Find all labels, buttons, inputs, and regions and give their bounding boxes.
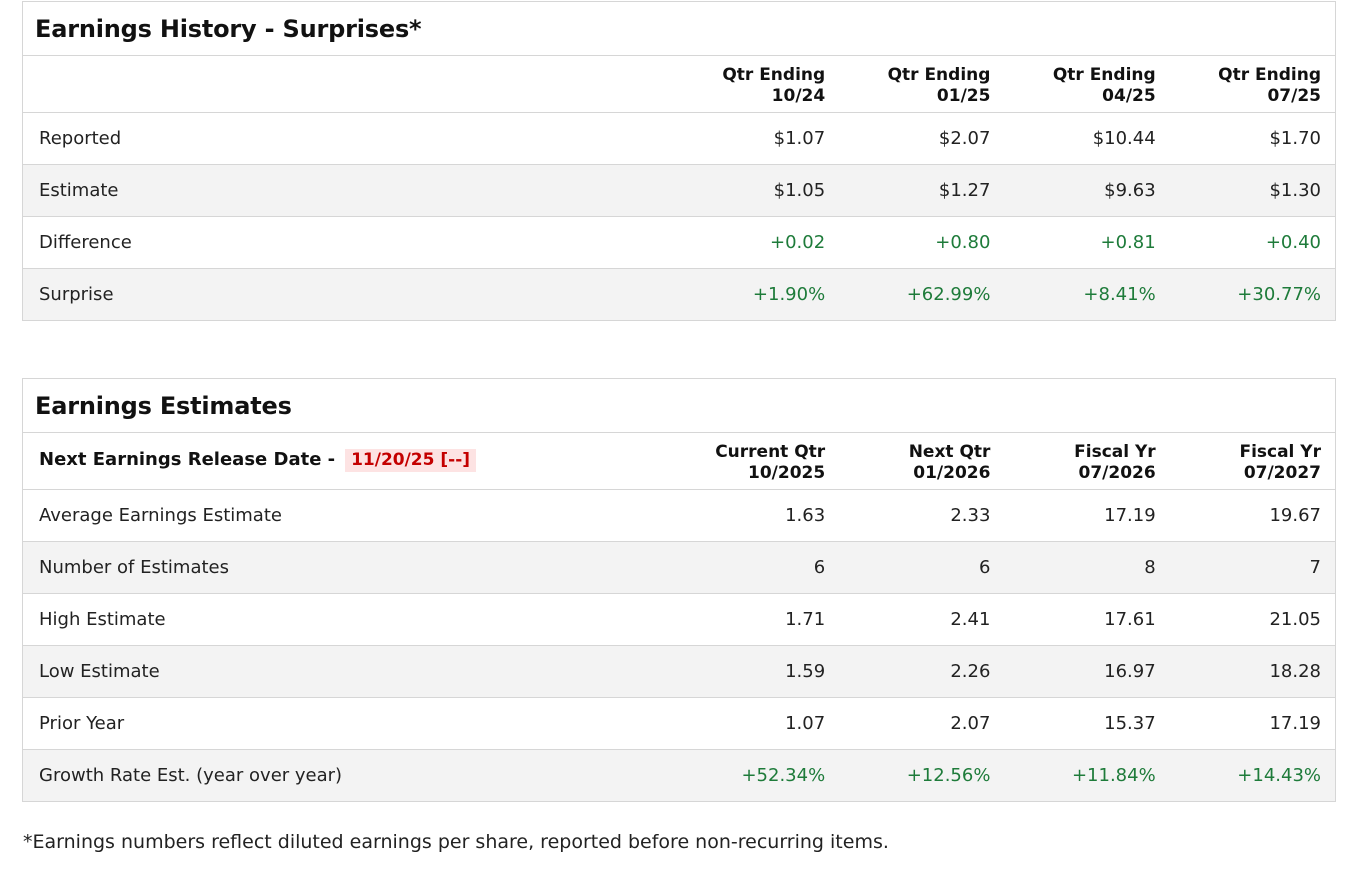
- table-header-row: Next Earnings Release Date - 11/20/25 [-…: [23, 433, 1335, 490]
- table-row-estimate: Estimate $1.05 $1.27 $9.63 $1.30: [23, 164, 1335, 217]
- table-row-prior-year: Prior Year 1.07 2.07 15.37 17.19: [23, 697, 1335, 750]
- table-cell: 17.19: [1004, 489, 1170, 542]
- table-cell: 1.63: [673, 489, 840, 542]
- table-cell: 2.07: [839, 697, 1005, 750]
- table-header-row: Qtr Ending 10/24 Qtr Ending 01/25 Qtr Endi…: [23, 56, 1335, 113]
- table-cell: 19.67: [1169, 489, 1335, 542]
- table-cell: $1.30: [1169, 164, 1335, 217]
- table-row-growth-rate: Growth Rate Est. (year over year) +52.34…: [23, 749, 1335, 801]
- column-header-qtr-3: Qtr Ending 04/25: [1004, 56, 1170, 113]
- table-cell: +14.43%: [1237, 764, 1321, 786]
- table-cell: 2.33: [839, 489, 1005, 542]
- column-header-fiscal-yr-2: Fiscal Yr 07/2027: [1169, 433, 1335, 490]
- table-cell: +0.81: [1004, 216, 1170, 269]
- table-cell: 17.19: [1169, 697, 1335, 750]
- table-cell: +12.56%: [906, 764, 991, 786]
- table-row-surprise: Surprise +1.90% +62.99% +8.41% +30.77%: [23, 268, 1335, 320]
- table-row-low-estimate: Low Estimate 1.59 2.26 16.97 18.28: [23, 645, 1335, 698]
- table-cell: 1.07: [673, 697, 840, 750]
- table-cell: +0.40: [1169, 216, 1335, 269]
- row-label: High Estimate: [23, 593, 674, 646]
- earnings-estimates-title: Earnings Estimates: [23, 379, 1335, 433]
- table-cell: 16.97: [1004, 645, 1170, 698]
- table-cell: 2.41: [839, 593, 1005, 646]
- table-cell: $1.27: [839, 164, 1005, 217]
- row-label: Prior Year: [23, 697, 674, 750]
- row-label: Difference: [23, 216, 674, 269]
- table-cell: $1.70: [1169, 112, 1335, 165]
- table-cell: +30.77%: [1237, 283, 1321, 305]
- table-cell: 21.05: [1169, 593, 1335, 646]
- earnings-estimates-panel: Earnings Estimates Next Earnings Release…: [22, 378, 1336, 802]
- earnings-history-panel: Earnings History - Surprises* Qtr Ending…: [22, 1, 1336, 321]
- row-label: Reported: [23, 112, 674, 165]
- table-cell: 7: [1169, 541, 1335, 594]
- table-cell: 18.28: [1169, 645, 1335, 698]
- column-header-next-qtr: Next Qtr 01/2026: [839, 433, 1005, 490]
- row-label: Average Earnings Estimate: [23, 489, 674, 542]
- next-release-date-badge: 11/20/25 [--]: [345, 449, 477, 473]
- table-cell: +0.02: [673, 216, 840, 269]
- table-cell: $10.44: [1004, 112, 1170, 165]
- table-cell: 2.26: [839, 645, 1005, 698]
- table-cell: +1.90%: [752, 283, 826, 305]
- table-cell: $9.63: [1004, 164, 1170, 217]
- table-row-difference: Difference +0.02 +0.80 +0.81 +0.40: [23, 216, 1335, 269]
- table-cell: 1.59: [673, 645, 840, 698]
- column-header-qtr-2: Qtr Ending 01/25: [839, 56, 1005, 113]
- next-release-label: Next Earnings Release Date -: [39, 449, 336, 471]
- table-cell: $1.07: [673, 112, 840, 165]
- table-cell: +62.99%: [906, 283, 991, 305]
- earnings-history-table: Qtr Ending 10/24 Qtr Ending 01/25 Qtr Endi…: [23, 56, 1335, 320]
- table-cell: 17.61: [1004, 593, 1170, 646]
- table-cell: 1.71: [673, 593, 840, 646]
- column-header-blank: [23, 56, 674, 113]
- row-label: Surprise: [39, 283, 114, 305]
- column-header-current-qtr: Current Qtr 10/2025: [673, 433, 840, 490]
- row-label: Estimate: [23, 164, 674, 217]
- earnings-footnote: *Earnings numbers reflect diluted earnin…: [23, 831, 889, 853]
- row-label: Low Estimate: [23, 645, 674, 698]
- table-cell: 6: [839, 541, 1005, 594]
- row-label: Growth Rate Est. (year over year): [39, 764, 343, 786]
- table-cell: 8: [1004, 541, 1170, 594]
- table-row-number-of-estimates: Number of Estimates 6 6 8 7: [23, 541, 1335, 594]
- table-cell: +0.80: [839, 216, 1005, 269]
- column-header-qtr-4: Qtr Ending 07/25: [1169, 56, 1335, 113]
- column-header-qtr-1: Qtr Ending 10/24: [673, 56, 840, 113]
- table-cell: +11.84%: [1071, 764, 1156, 786]
- table-cell: $1.05: [673, 164, 840, 217]
- table-row-high-estimate: High Estimate 1.71 2.41 17.61 21.05: [23, 593, 1335, 646]
- table-row-reported: Reported $1.07 $2.07 $10.44 $1.70: [23, 112, 1335, 165]
- row-label: Number of Estimates: [23, 541, 674, 594]
- table-cell: +52.34%: [741, 764, 826, 786]
- earnings-estimates-table: Next Earnings Release Date - 11/20/25 [-…: [23, 433, 1335, 801]
- next-release-header: Next Earnings Release Date - 11/20/25 [-…: [23, 433, 674, 490]
- table-cell: 6: [673, 541, 840, 594]
- table-cell: +8.41%: [1083, 283, 1156, 305]
- column-header-fiscal-yr-1: Fiscal Yr 07/2026: [1004, 433, 1170, 490]
- table-cell: $2.07: [839, 112, 1005, 165]
- table-row-average-estimate: Average Earnings Estimate 1.63 2.33 17.1…: [23, 489, 1335, 542]
- table-cell: 15.37: [1004, 697, 1170, 750]
- earnings-history-title: Earnings History - Surprises*: [23, 2, 1335, 56]
